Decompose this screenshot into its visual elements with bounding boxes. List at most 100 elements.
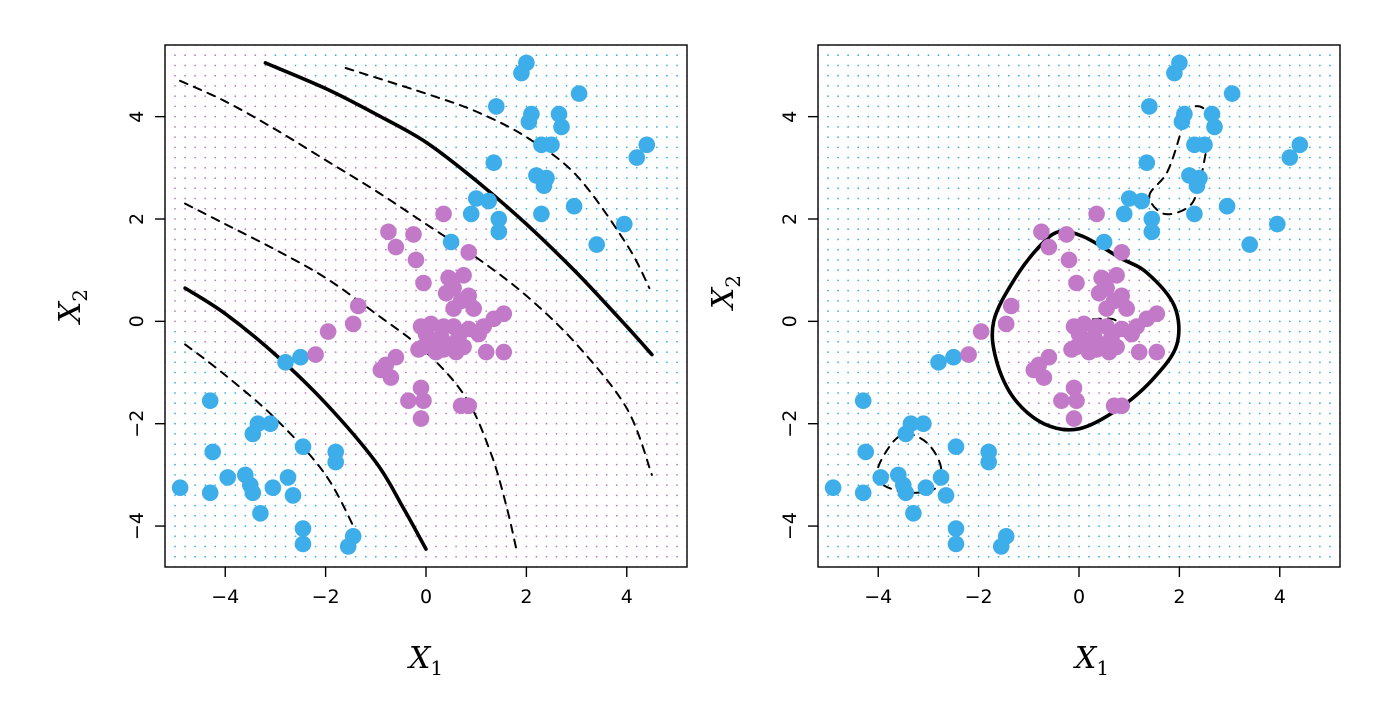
grid-dot	[967, 85, 970, 87]
grid-dot	[565, 494, 568, 497]
grid-dot	[254, 300, 257, 302]
grid-dot	[1017, 351, 1020, 353]
grid-dot	[1138, 95, 1141, 98]
grid-dot	[545, 453, 548, 456]
grid-dot	[204, 422, 207, 425]
grid-dot	[264, 115, 267, 118]
grid-dot	[917, 64, 920, 67]
grid-dot	[977, 310, 980, 312]
grid-dot	[967, 340, 970, 343]
grid-dot	[254, 555, 257, 558]
grid-dot	[927, 115, 930, 118]
grid-dot	[997, 289, 1000, 292]
grid-dot	[384, 535, 387, 538]
grid-dot	[1148, 545, 1151, 548]
grid-dot	[827, 197, 829, 200]
grid-dot	[1138, 54, 1141, 57]
grid-dot	[987, 269, 990, 272]
grid-dot	[867, 177, 870, 180]
grid-dot	[977, 136, 980, 139]
grid-dot	[184, 156, 187, 159]
grid-dot	[374, 126, 377, 128]
grid-dot	[545, 433, 548, 435]
grid-dot	[304, 412, 307, 415]
grid-dot	[445, 85, 447, 87]
grid-dot	[1128, 136, 1131, 139]
grid-dot	[877, 320, 880, 323]
grid-dot	[344, 310, 347, 312]
grid-dot	[897, 402, 900, 405]
grid-dot	[615, 412, 618, 415]
grid-dot	[1208, 330, 1211, 333]
grid-dot	[1058, 126, 1060, 128]
grid-dot	[334, 187, 337, 190]
grid-dot	[585, 238, 588, 241]
grid-dot	[274, 238, 277, 241]
grid-dot	[505, 514, 508, 517]
grid-dot	[334, 402, 337, 405]
grid-dot	[656, 484, 658, 486]
grid-dot	[224, 412, 227, 415]
grid-dot	[314, 443, 317, 446]
grid-dot	[535, 545, 538, 548]
grid-dot	[374, 54, 377, 57]
grid-dot	[837, 330, 839, 333]
grid-dot	[635, 525, 638, 527]
grid-dot	[314, 300, 317, 302]
grid-dot	[425, 74, 427, 77]
grid-dot	[987, 351, 990, 353]
grid-dot	[405, 126, 407, 128]
grid-dot	[987, 402, 990, 405]
grid-dot	[384, 433, 387, 435]
grid-dot	[1108, 555, 1110, 558]
grid-dot	[254, 443, 257, 446]
grid-dot	[837, 494, 839, 497]
grid-dot	[314, 74, 317, 77]
grid-dot	[565, 525, 568, 527]
grid-dot	[605, 289, 608, 292]
grid-dot	[1078, 310, 1080, 312]
grid-dot	[907, 279, 910, 282]
grid-dot	[1088, 525, 1090, 527]
grid-dot	[977, 494, 980, 497]
point-purple	[415, 392, 432, 410]
grid-dot	[1058, 177, 1060, 180]
grid-dot	[324, 238, 327, 241]
grid-dot	[1178, 228, 1181, 231]
grid-dot	[1118, 361, 1121, 364]
grid-dot	[184, 238, 187, 241]
grid-dot	[575, 300, 578, 302]
grid-dot	[344, 371, 347, 374]
grid-dot	[435, 433, 437, 435]
grid-dot	[1138, 187, 1141, 190]
grid-dot	[174, 381, 176, 384]
grid-dot	[545, 545, 548, 548]
grid-dot	[224, 115, 227, 118]
grid-dot	[1198, 443, 1201, 446]
grid-dot	[344, 494, 347, 497]
grid-dot	[274, 146, 277, 149]
grid-dot	[645, 248, 648, 251]
grid-dot	[384, 126, 387, 128]
grid-dot	[435, 197, 437, 200]
grid-dot	[485, 300, 488, 302]
grid-dot	[1168, 525, 1171, 527]
grid-dot	[585, 463, 588, 466]
grid-dot	[1158, 545, 1161, 548]
grid-dot	[656, 453, 658, 456]
grid-dot	[666, 351, 668, 353]
grid-dot	[415, 146, 417, 149]
grid-dot	[917, 259, 920, 261]
grid-dot	[415, 535, 417, 538]
grid-dot	[415, 514, 417, 517]
grid-dot	[977, 504, 980, 507]
grid-dot	[927, 238, 930, 241]
grid-dot	[505, 269, 508, 272]
grid-dot	[344, 361, 347, 364]
grid-dot	[666, 85, 668, 87]
grid-dot	[374, 228, 377, 231]
grid-dot	[535, 156, 538, 159]
y-tick-label: 4	[126, 111, 148, 123]
grid-dot	[1058, 156, 1060, 159]
grid-dot	[1017, 115, 1020, 118]
